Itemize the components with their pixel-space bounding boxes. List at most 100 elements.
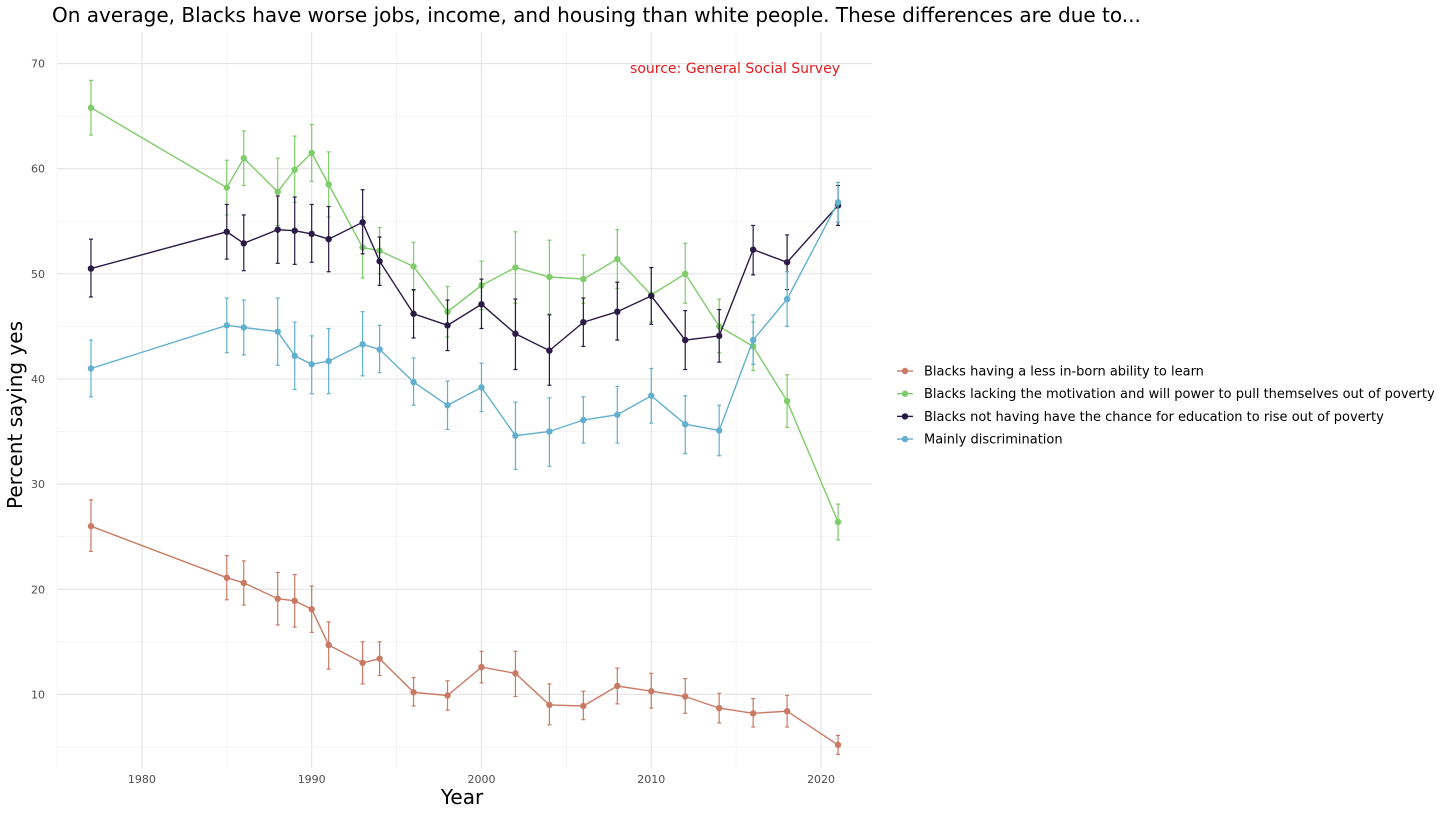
data-point	[223, 228, 230, 235]
data-point	[410, 378, 417, 386]
x-tick-label: 1990	[298, 773, 326, 786]
data-point	[325, 641, 332, 649]
series-2	[87, 184, 842, 386]
data-point	[325, 181, 332, 188]
series-line	[90, 201, 839, 437]
y-tick-label: 60	[31, 163, 45, 176]
legend-label: Blacks not having have the chance for ed…	[924, 410, 1384, 425]
series-line	[90, 525, 839, 746]
x-tick-label: 2000	[467, 773, 495, 786]
data-point	[580, 275, 587, 283]
legend-label: Blacks lacking the motivation and will p…	[924, 387, 1435, 402]
data-point	[87, 104, 95, 111]
data-point	[376, 346, 383, 353]
data-point	[834, 518, 842, 526]
data-point	[715, 427, 723, 434]
data-point	[274, 328, 281, 335]
data-point	[682, 693, 689, 700]
data-point	[359, 659, 366, 667]
source-annotation: source: General Social Survey	[630, 61, 840, 77]
legend-key-point	[901, 413, 909, 420]
legend-key-point	[901, 367, 909, 375]
data-point	[240, 154, 247, 162]
data-point	[87, 265, 95, 272]
data-point	[444, 322, 451, 329]
data-point	[749, 710, 757, 717]
data-point	[749, 246, 757, 253]
legend-label: Mainly discrimination	[924, 433, 1063, 448]
x-tick-label: 2010	[637, 773, 665, 786]
data-point	[749, 336, 757, 344]
data-point	[308, 606, 315, 613]
y-tick-label: 70	[31, 58, 45, 71]
legend: Blacks having a less in-born ability to …	[897, 365, 1435, 448]
data-point	[410, 689, 417, 696]
axis-ticks: 1980 1990 2000 2010 2020 10 20 30 40 50 60 70	[31, 58, 835, 786]
data-point	[444, 402, 451, 409]
data-point	[783, 708, 791, 715]
series-3	[87, 181, 842, 470]
data-point	[478, 384, 485, 391]
data-point	[546, 428, 553, 435]
data-point	[783, 397, 791, 405]
data-point	[240, 324, 247, 331]
data-point	[512, 330, 519, 337]
data-point	[325, 357, 332, 365]
legend-label: Blacks having a less in-born ability to …	[924, 365, 1204, 380]
y-tick-label: 50	[31, 268, 45, 281]
series-1	[87, 79, 842, 541]
data-point	[512, 670, 519, 677]
data-point	[580, 318, 587, 326]
y-axis-title: Percent saying yes	[3, 321, 27, 509]
x-tick-label: 1980	[128, 773, 156, 786]
data-point	[715, 332, 723, 340]
y-tick-label: 40	[31, 373, 45, 386]
data-point	[682, 420, 689, 428]
data-point	[274, 188, 281, 196]
data-point	[682, 336, 689, 344]
x-tick-label: 2020	[807, 773, 835, 786]
data-point	[410, 263, 417, 270]
data-point	[546, 273, 553, 281]
data-point	[359, 341, 366, 348]
data-point	[478, 301, 485, 308]
data-point	[580, 416, 587, 424]
data-point	[240, 579, 247, 587]
legend-item: Blacks lacking the motivation and will p…	[897, 387, 1435, 402]
data-point	[444, 692, 451, 699]
data-point	[614, 255, 621, 263]
y-tick-label: 20	[31, 583, 45, 596]
data-point	[291, 597, 298, 605]
data-point	[325, 235, 332, 243]
data-point	[512, 264, 519, 271]
chart-title: On average, Blacks have worse jobs, inco…	[52, 3, 1141, 27]
data-point	[834, 741, 842, 749]
data-point	[682, 270, 689, 278]
data-point	[783, 259, 791, 266]
data-point	[512, 432, 519, 439]
data-point	[648, 392, 655, 399]
series-line	[90, 107, 839, 523]
data-point	[580, 702, 587, 710]
data-point	[648, 292, 655, 300]
data-point	[614, 308, 621, 315]
data-point	[648, 688, 655, 695]
legend-item: Blacks not having have the chance for ed…	[897, 410, 1384, 425]
legend-item: Blacks having a less in-born ability to …	[897, 365, 1204, 380]
data-point	[223, 574, 230, 581]
legend-key-point	[901, 390, 909, 397]
x-axis-title: Year	[440, 785, 484, 809]
data-point	[614, 682, 621, 690]
data-point	[410, 310, 417, 317]
data-point	[274, 226, 281, 233]
data-point	[308, 149, 315, 157]
data-point	[546, 701, 553, 709]
data-point	[308, 230, 315, 238]
legend-item: Mainly discrimination	[897, 433, 1063, 448]
data-point	[223, 184, 230, 191]
data-point	[308, 361, 315, 368]
data-point	[715, 704, 723, 712]
data-point	[240, 240, 247, 247]
legend-key-point	[901, 435, 909, 443]
